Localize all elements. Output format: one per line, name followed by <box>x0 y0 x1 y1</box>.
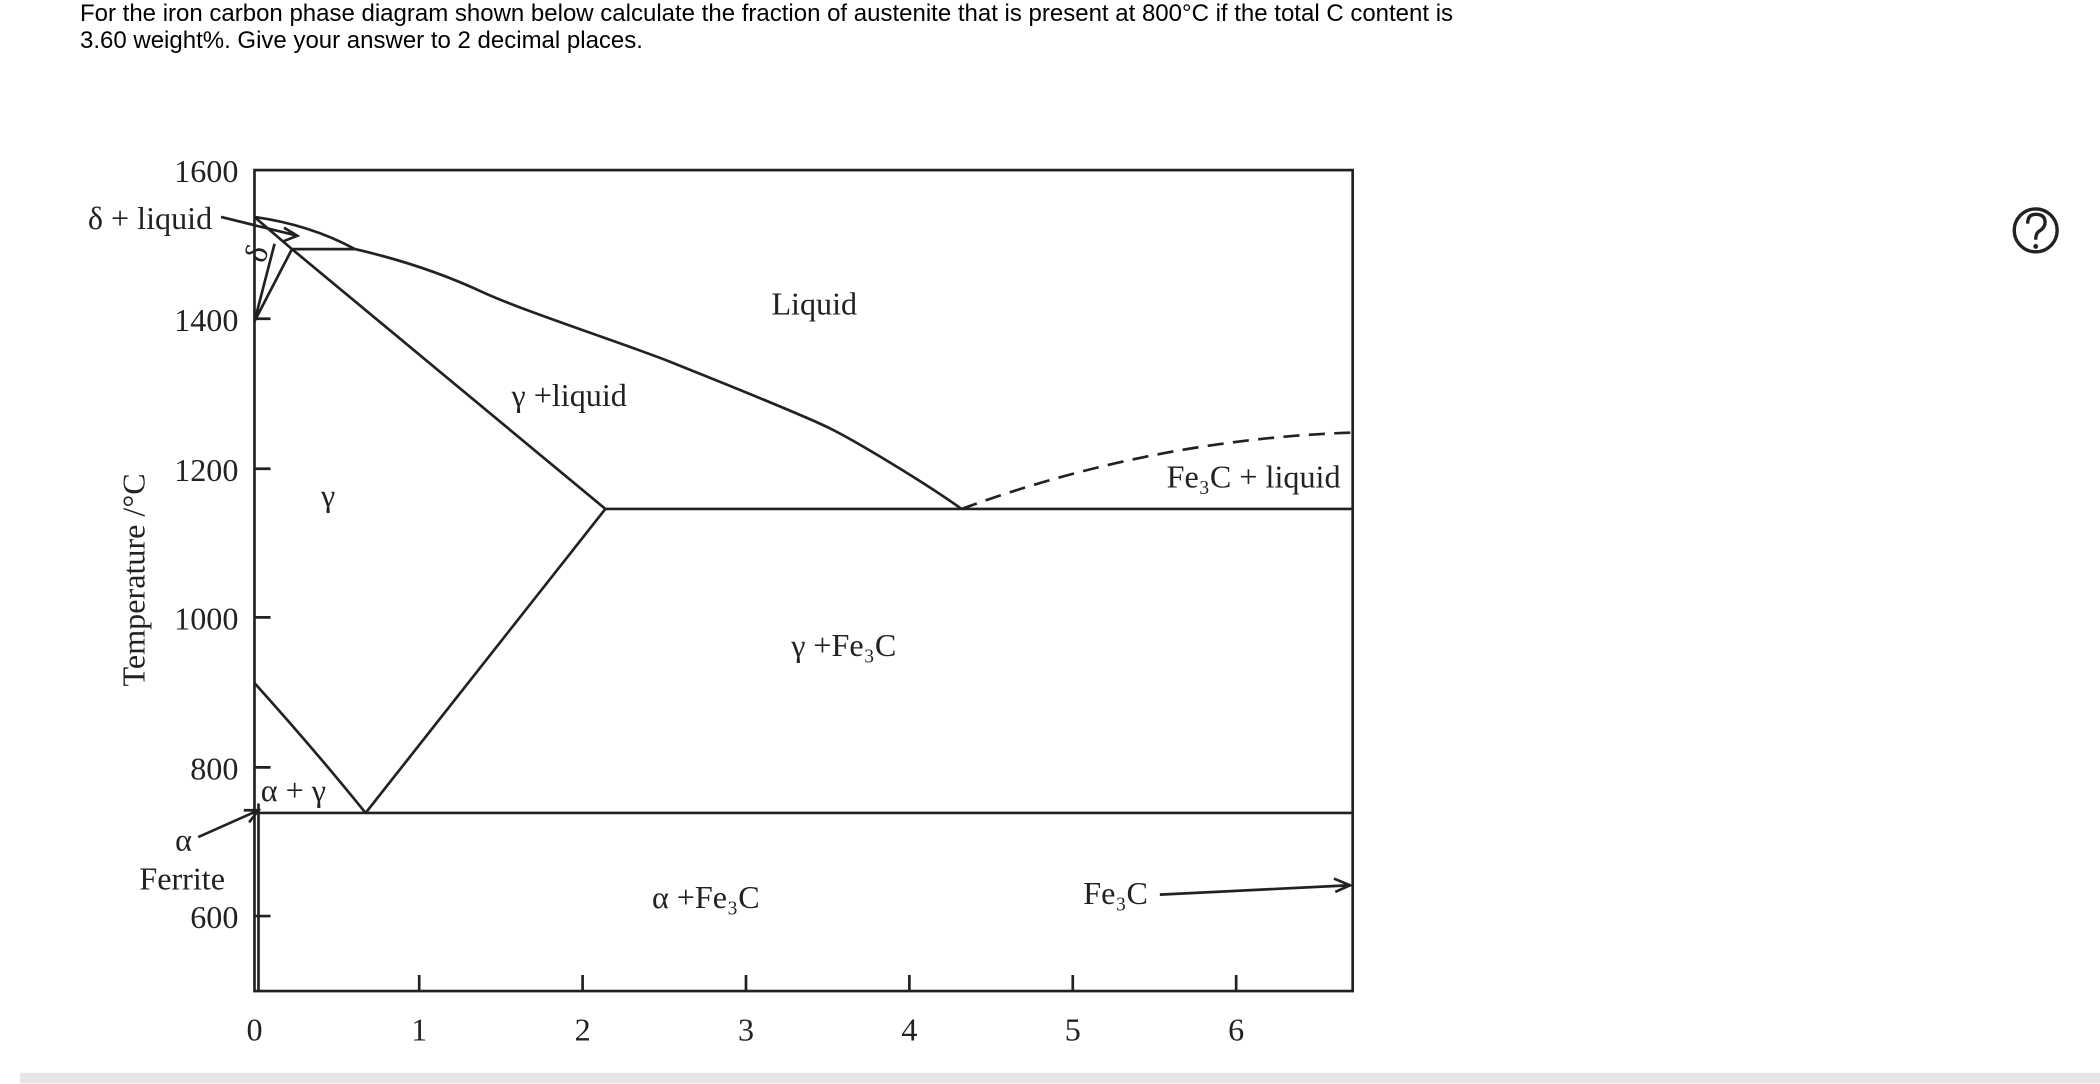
region-label: δ <box>237 240 276 267</box>
x-tick-label: 1 <box>411 1012 427 1048</box>
y-tick-label: 600 <box>190 899 238 935</box>
cementite-liquidus <box>961 431 1353 511</box>
x-tick-label: 2 <box>575 1012 591 1048</box>
y-tick-label: 1200 <box>174 452 238 488</box>
help-dot <box>2033 244 2039 249</box>
region-label: γ +Fe₃C <box>790 627 896 663</box>
x-tick-label: 5 <box>1065 1012 1081 1048</box>
y-tick-label: 1600 <box>174 153 238 189</box>
solidus <box>291 248 607 510</box>
delta-boundaries <box>253 215 355 323</box>
x-tick-label: 3 <box>738 1012 754 1048</box>
arrow <box>1159 877 1354 896</box>
arrow <box>197 808 262 839</box>
region-label: δ + liquid <box>88 200 212 236</box>
y-tick-label: 1400 <box>174 302 238 338</box>
region-label: Fe₃C + liquid <box>1167 458 1341 494</box>
region-label: γ <box>320 477 335 513</box>
x-tick-label: 4 <box>901 1012 917 1048</box>
x-tick-label: 6 <box>1228 1012 1244 1048</box>
a3-line <box>253 682 367 814</box>
question-line: For the iron carbon phase diagram shown … <box>80 0 1454 27</box>
region-label: Ferrite <box>139 860 225 896</box>
question-line: 3.60 weight%. Give your answer to 2 deci… <box>80 27 643 54</box>
region-label: α + γ <box>261 772 326 808</box>
region-label: Liquid <box>771 286 857 322</box>
x-tick-label: 0 <box>246 1012 262 1048</box>
y-tick-label: 1000 <box>174 600 238 636</box>
y-tick-label: 800 <box>190 750 238 786</box>
plot-frame <box>253 168 1355 993</box>
delta-liquidus <box>254 215 356 251</box>
help-button[interactable] <box>2012 207 2059 254</box>
scrollbar[interactable] <box>20 1072 2100 1084</box>
acm-line <box>364 508 607 814</box>
y-ticks <box>254 317 271 918</box>
liquidus <box>354 247 963 511</box>
arrow <box>220 215 301 243</box>
region-label: Fe₃C <box>1083 875 1148 911</box>
x-ticks <box>417 974 1238 992</box>
y-axis-label: Temperature /°C <box>116 473 152 686</box>
help-icon[interactable] <box>2012 207 2059 254</box>
ticks <box>254 317 1238 992</box>
diagram-lines <box>197 168 1355 993</box>
region-label: α <box>175 821 192 857</box>
help-glyph <box>2025 212 2047 240</box>
region-label: α +Fe₃C <box>652 879 760 915</box>
region-label: γ +liquid <box>511 377 627 413</box>
